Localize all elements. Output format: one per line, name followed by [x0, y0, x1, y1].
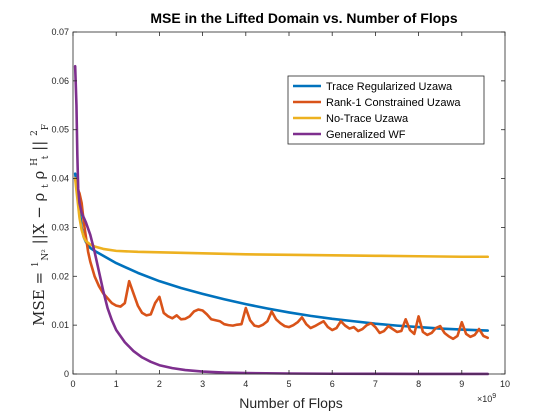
series-line-3: [73, 177, 490, 259]
legend-entry: Rank-1 Constrained Uzawa: [326, 97, 461, 109]
chart-title: MSE in the Lifted Domain vs. Number of F…: [150, 10, 457, 26]
x-tick-label: 3: [200, 379, 205, 389]
x-tick-label: 1: [114, 379, 119, 389]
axes: 0 1 2 3 4 5 6 7 8 9 10 0 0.01 0.02 0.03 0.04 0.05 0.06 0.0…: [51, 27, 510, 389]
y-tick-label: 0.01: [51, 320, 69, 330]
y-tick-label: 0.02: [51, 271, 69, 281]
x-tick-label: 7: [373, 379, 378, 389]
x-tick-label: 4: [243, 379, 248, 389]
legend-entry: No-Trace Uzawa: [326, 113, 409, 125]
y-tick-label: 0: [64, 369, 69, 379]
y-tick-label: 0.06: [51, 76, 69, 86]
x-tick-label: 10: [500, 379, 510, 389]
svg-text:MSE = 1 N²: MSE = 1 N² ||X − ρ t ρ H t || 2 F: [23, 124, 52, 326]
y-tick-label: 0.05: [51, 125, 69, 135]
x-axis-label: Number of Flops: [239, 395, 342, 411]
legend-entry: Generalized WF: [326, 129, 406, 141]
series-line-2: [73, 177, 490, 341]
y-axis-label: MSE = 1 N² ||X − ρ t ρ H t || 2 F: [23, 124, 52, 326]
y-tick-label: 0.03: [51, 222, 69, 232]
y-tick-label: 0.07: [51, 27, 69, 37]
y-tick-label: 0.04: [51, 174, 69, 184]
x-tick-label: 9: [459, 379, 464, 389]
x-tick-label: 6: [330, 379, 335, 389]
legend-entry: Trace Regularized Uzawa: [326, 81, 453, 93]
x-exponent: ×109: [477, 393, 496, 404]
x-tick-label: 5: [286, 379, 291, 389]
x-tick-label: 2: [157, 379, 162, 389]
legend: Trace Regularized Uzawa Rank-1 Constraine…: [287, 75, 485, 145]
x-tick-label: 0: [70, 379, 75, 389]
legend-box: [287, 75, 485, 145]
x-tick-label: 8: [416, 379, 421, 389]
